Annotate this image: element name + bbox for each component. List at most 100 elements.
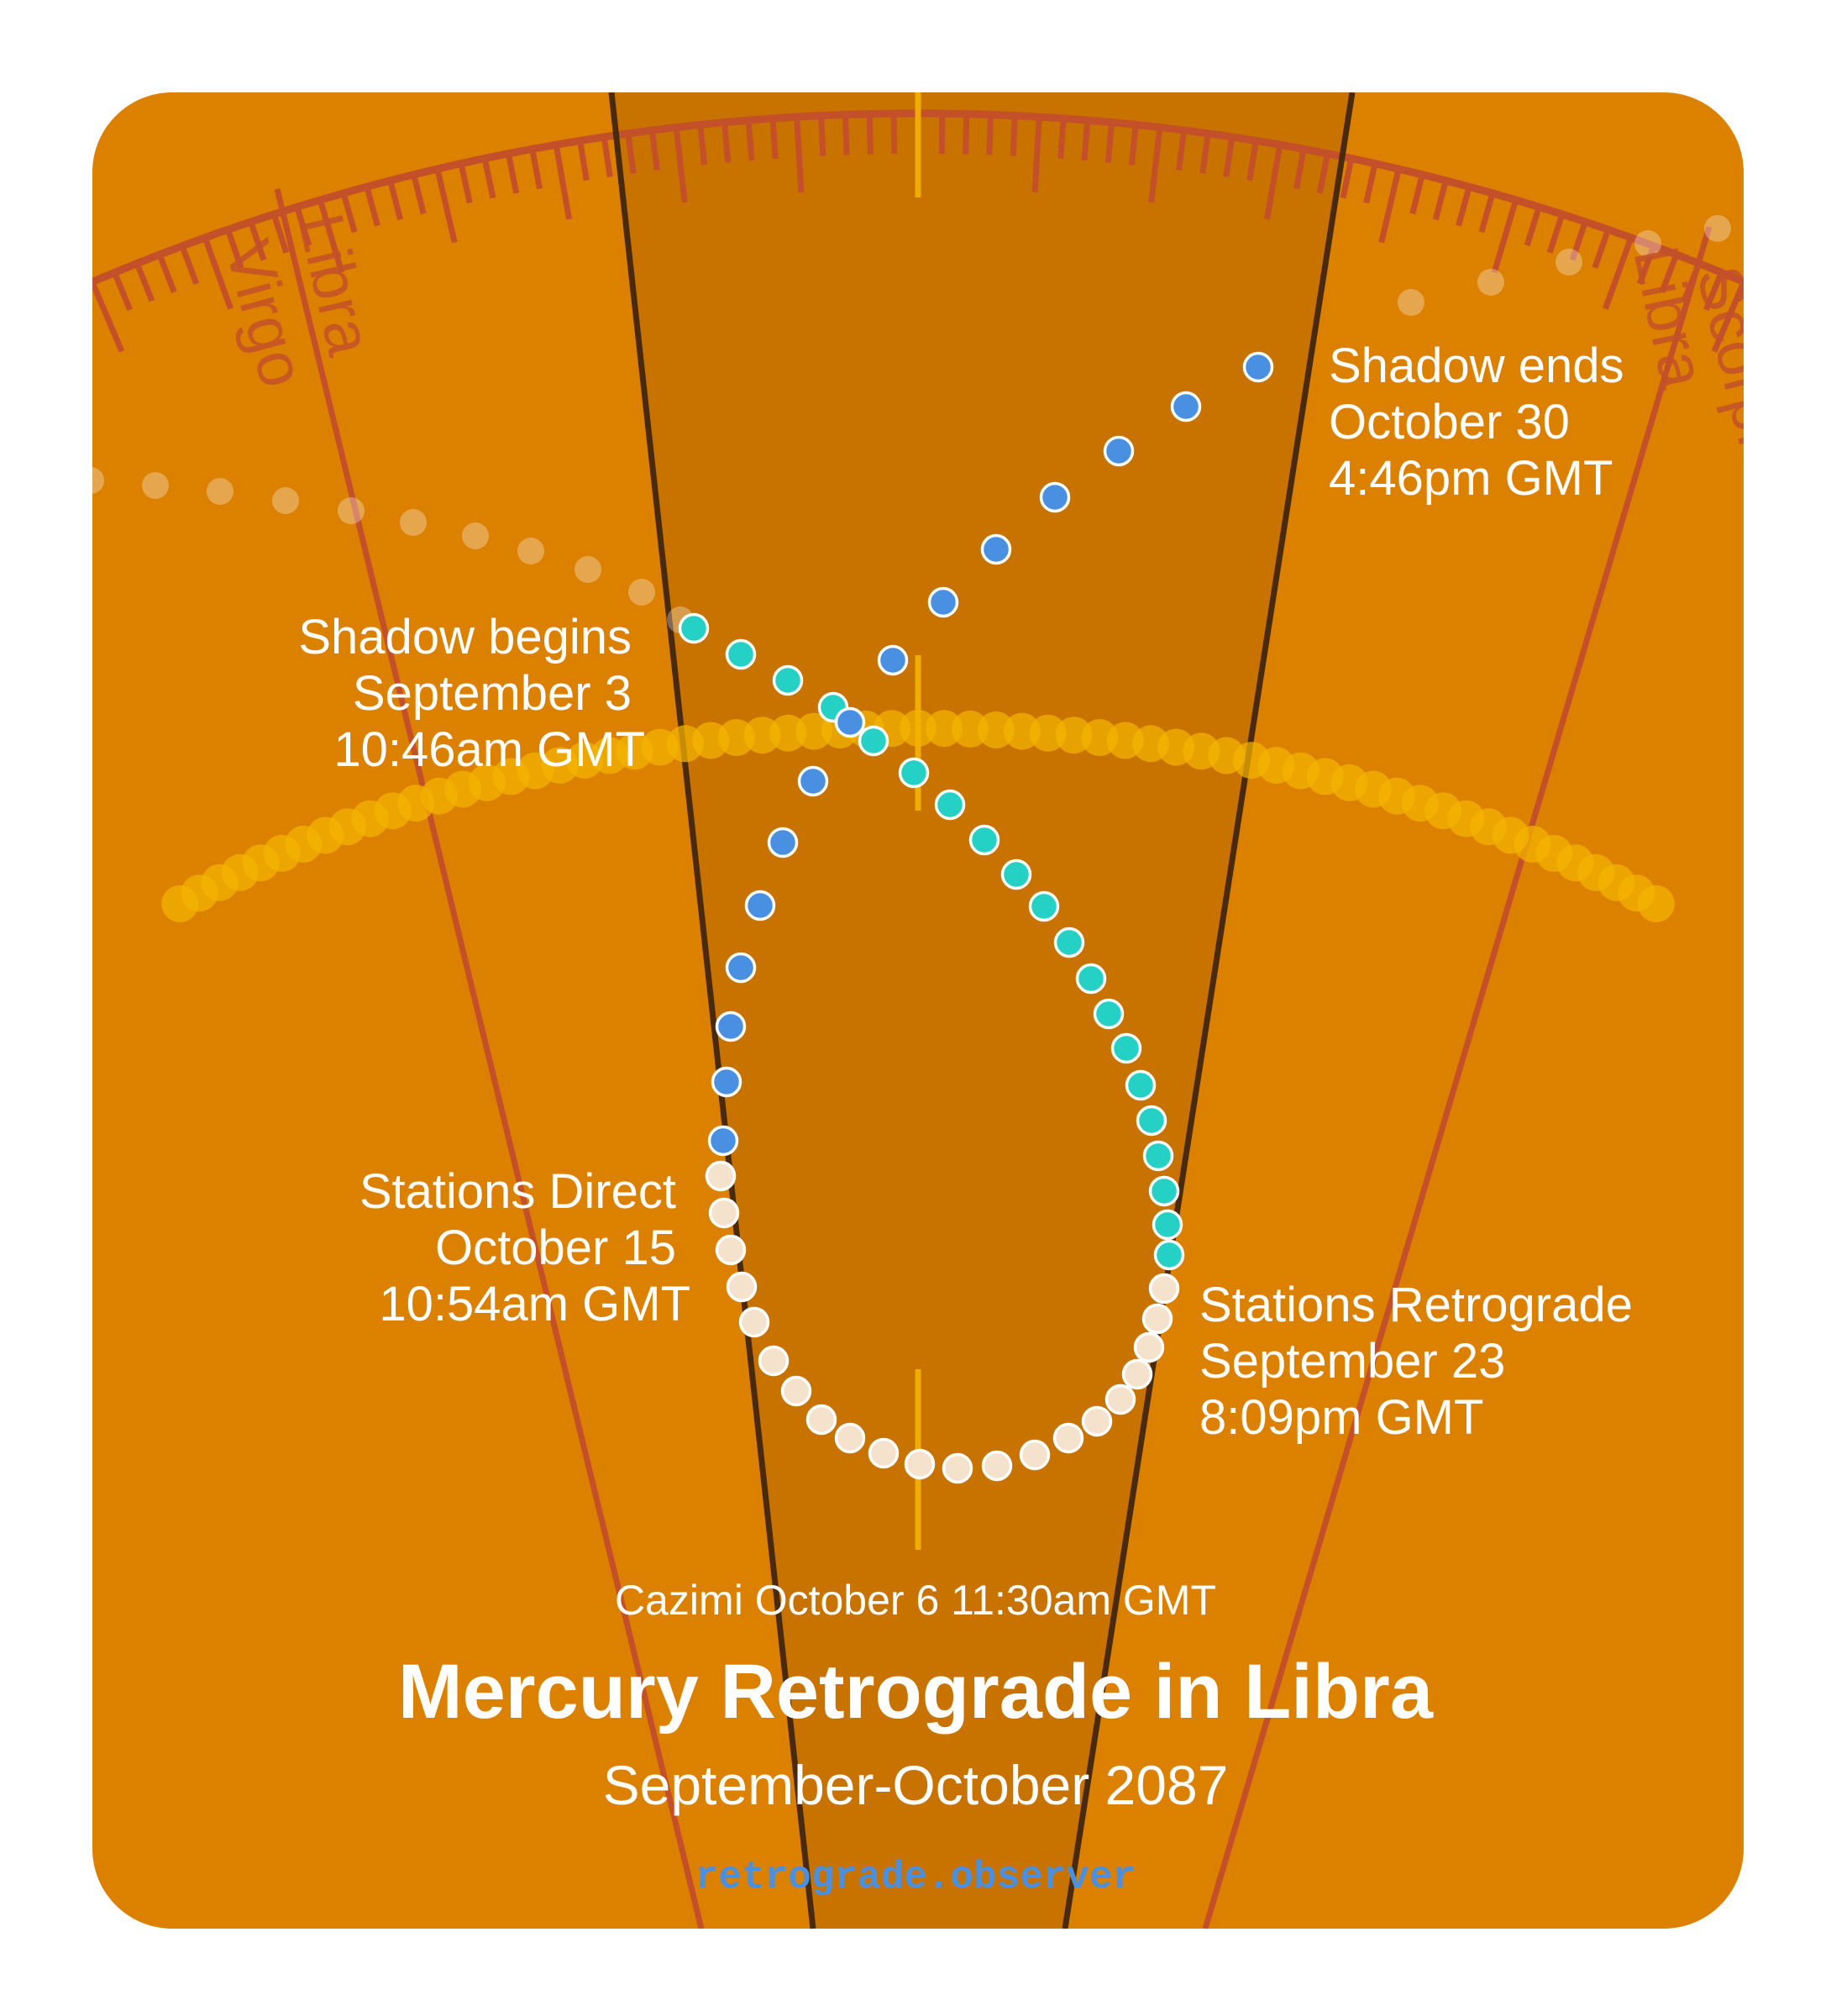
mercury-dot-post-shadow xyxy=(834,706,866,738)
ecliptic-tick xyxy=(1636,243,1657,286)
mercury-dot-pre-shadow xyxy=(898,757,930,789)
mercury-dot-retrograde xyxy=(904,1448,936,1480)
mercury-dot-post-shadow xyxy=(1039,481,1071,513)
faint-dot xyxy=(1556,249,1582,276)
sun-path xyxy=(161,710,1675,922)
mercury-dot-retrograde xyxy=(1104,1383,1136,1415)
ecliptic-tick xyxy=(317,197,345,274)
sign-boundary-right xyxy=(1202,226,1713,1929)
sun-dot xyxy=(978,711,1015,748)
ecliptic-tick xyxy=(1176,128,1188,171)
mercury-dot-retrograde xyxy=(715,1234,747,1266)
ecliptic-tick xyxy=(1246,138,1260,181)
ecliptic-tick xyxy=(0,331,16,401)
ecliptic-tick xyxy=(553,142,573,220)
mercury-dot-pre-shadow xyxy=(1153,1239,1185,1271)
ecliptic-tick xyxy=(92,279,125,353)
ecliptic-tick xyxy=(1010,113,1018,156)
ecliptic-tick xyxy=(1603,234,1634,310)
stations-direct-time: 10:54am GMT xyxy=(379,1277,690,1331)
ecliptic-tick xyxy=(47,300,65,339)
ecliptic-tick xyxy=(601,134,613,178)
mercury-dot-pre-shadow xyxy=(725,638,757,670)
ecliptic-tick xyxy=(1524,204,1543,247)
ecliptic-tick xyxy=(505,151,520,194)
shadow-zone-left-edge xyxy=(608,92,816,1929)
ecliptic-tick xyxy=(963,112,970,155)
sun-dot xyxy=(795,712,833,750)
ecliptic-tick xyxy=(1815,320,1831,358)
ecliptic-tick xyxy=(202,234,233,310)
shadow-begins-time: 10:46am GMT xyxy=(333,722,645,777)
mercury-dot-retrograde xyxy=(758,1345,790,1377)
shadow-ends-date: October 30 xyxy=(1329,395,1570,449)
faint-dot xyxy=(628,579,655,606)
mercury-dot-retrograde xyxy=(1148,1273,1180,1305)
mercury-dot-post-shadow xyxy=(711,1066,742,1098)
ecliptic-tick xyxy=(890,112,898,155)
mercury-dot-retrograde xyxy=(1019,1439,1051,1471)
mercury-dot-post-shadow xyxy=(980,533,1012,565)
ecliptic-tick xyxy=(1293,146,1308,190)
ecliptic-tick xyxy=(1057,116,1067,160)
ecliptic-tick xyxy=(648,128,660,171)
faint-dot xyxy=(142,472,169,499)
ecliptic-tick xyxy=(433,166,458,244)
mercury-dot-pre-shadow xyxy=(1110,1032,1142,1064)
ecliptic-tick xyxy=(111,270,133,312)
ecliptic-tick xyxy=(986,113,994,155)
site-link[interactable]: retrograde.observer xyxy=(695,1856,1136,1899)
mercury-dot-post-shadow xyxy=(715,1011,747,1042)
ecliptic-tick xyxy=(624,131,637,174)
ecliptic-tick xyxy=(1491,197,1519,274)
mercury-dot-post-shadow xyxy=(1242,351,1274,383)
mercury-dot-pre-shadow xyxy=(678,612,710,644)
mercury-dot-retrograde xyxy=(981,1450,1013,1482)
ecliptic-tick xyxy=(1363,160,1378,204)
ecliptic-tick xyxy=(1546,212,1566,254)
shadow-begins-date: September 3 xyxy=(353,666,632,721)
ecliptic-tick xyxy=(1711,279,1744,353)
mercury-dot-retrograde xyxy=(780,1375,812,1407)
mercury-dot-pre-shadow xyxy=(1000,858,1032,890)
ecliptic-tick xyxy=(25,310,43,348)
mercury-dot-pre-shadow xyxy=(1053,927,1085,958)
mercury-dot-retrograde xyxy=(942,1452,973,1484)
ecliptic-tick xyxy=(1703,270,1725,312)
label-stations-retrograde: Stations Retrograde September 23 8:09pm … xyxy=(1199,1278,1633,1445)
ecliptic-tick xyxy=(1793,310,1811,348)
ecliptic-tick xyxy=(410,172,427,215)
mercury-path xyxy=(678,351,1274,1484)
ecliptic-tick xyxy=(363,184,380,227)
mercury-dot-post-shadow xyxy=(707,1125,739,1157)
faint-planet-track xyxy=(92,215,1731,633)
ecliptic-tick xyxy=(697,123,708,165)
shadow-zone-right-edge xyxy=(1062,92,1356,1929)
sun-dot xyxy=(900,710,936,747)
sun-dot xyxy=(952,710,989,748)
faint-dot xyxy=(462,522,489,549)
shadow-zone-band xyxy=(611,92,1352,1929)
mercury-dot-retrograde xyxy=(708,1197,740,1229)
ecliptic-tick xyxy=(1223,134,1236,178)
stations-retrograde-date: September 23 xyxy=(1199,1334,1505,1389)
ecliptic-tick xyxy=(769,116,779,160)
cazimi-label: Cazimi October 6 11:30am GMT xyxy=(615,1577,1216,1624)
ecliptic-tick xyxy=(866,112,874,155)
ecliptic-tick xyxy=(247,218,267,261)
mercury-dot-retrograde xyxy=(805,1404,837,1436)
ecliptic-tick xyxy=(528,146,543,190)
shadow-begins-title: Shadow begins xyxy=(298,610,632,664)
mercury-dot-retrograde xyxy=(1052,1422,1084,1454)
label-shadow-ends: Shadow ends October 30 4:46pm GMT xyxy=(1329,339,1624,506)
ecliptic-tick xyxy=(293,204,312,247)
ecliptic-tick xyxy=(1750,290,1766,328)
mercury-dot-post-shadow xyxy=(767,827,799,858)
ecliptic-tick xyxy=(1409,172,1426,215)
ecliptic-tick xyxy=(818,113,826,156)
ecliptic-tick xyxy=(134,260,155,302)
mercury-dot-pre-shadow xyxy=(1125,1069,1157,1101)
ecliptic-tick xyxy=(794,114,805,193)
stations-direct-date: October 15 xyxy=(435,1221,676,1275)
